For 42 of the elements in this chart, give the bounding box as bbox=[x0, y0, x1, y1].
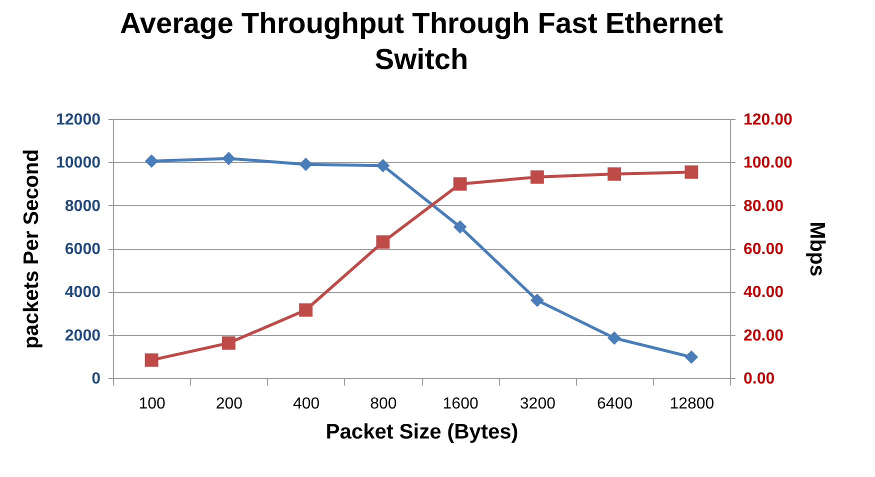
point bbox=[222, 152, 236, 166]
point bbox=[144, 353, 158, 367]
y-tick-label: 12000 bbox=[56, 112, 101, 128]
point bbox=[144, 154, 158, 168]
point bbox=[376, 235, 390, 249]
point bbox=[299, 303, 313, 317]
point bbox=[684, 165, 698, 179]
x-tick-label: 6400 bbox=[597, 396, 633, 412]
point bbox=[299, 158, 313, 172]
x-tick-label: 400 bbox=[292, 396, 320, 412]
x-tick-label: 800 bbox=[370, 396, 397, 412]
y2-axis-title: Mbps bbox=[805, 222, 828, 276]
point bbox=[608, 331, 622, 345]
x-tick-label: 100 bbox=[138, 396, 166, 412]
y2-tick-label: 60.00 bbox=[744, 241, 784, 258]
point bbox=[453, 220, 467, 234]
x-tick-label: 1600 bbox=[442, 396, 478, 412]
point bbox=[530, 294, 544, 308]
point bbox=[608, 167, 622, 181]
y-tick-label: 4000 bbox=[64, 284, 101, 302]
y2-tick-label: 100.00 bbox=[744, 154, 793, 172]
x-tick-label: 200 bbox=[216, 396, 243, 412]
point bbox=[376, 158, 390, 172]
point bbox=[684, 350, 698, 364]
y-tick-label: 6000 bbox=[64, 241, 101, 258]
y2-tick-label: 20.00 bbox=[744, 327, 784, 344]
y-tick-label: 10000 bbox=[56, 154, 101, 172]
y-tick-label: 0 bbox=[92, 370, 101, 388]
y-tick-label: 2000 bbox=[64, 327, 101, 344]
point bbox=[222, 336, 236, 350]
y2-tick-label: 120.00 bbox=[744, 112, 793, 128]
chart-title: Average Throughput Through Fast Ethernet Switch bbox=[120, 8, 724, 76]
x-axis-title: Packet Size (Bytes) bbox=[326, 420, 518, 444]
point bbox=[530, 170, 544, 184]
y2-tick-label: 0.00 bbox=[744, 370, 775, 388]
y2-tick-label: 80.00 bbox=[744, 198, 784, 215]
y-tick-label: 8000 bbox=[64, 198, 101, 215]
y-axis-title: packets Per Second bbox=[20, 149, 44, 349]
x-tick-label: 3200 bbox=[520, 396, 556, 412]
point bbox=[453, 177, 467, 191]
y2-tick-label: 40.00 bbox=[744, 284, 784, 302]
x-tick-label: 12800 bbox=[670, 396, 714, 412]
